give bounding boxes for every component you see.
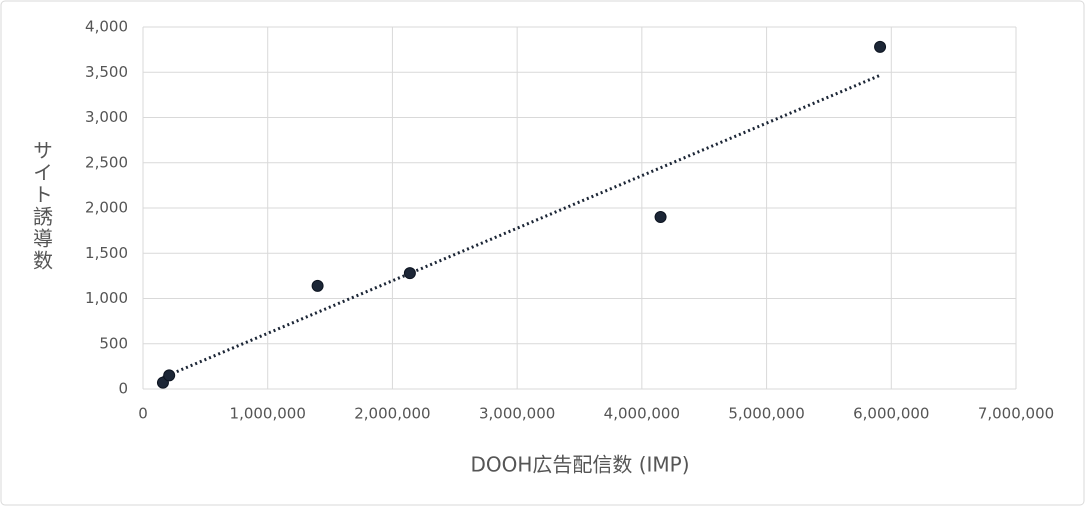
y-tick-label: 500 bbox=[99, 334, 128, 352]
y-tick-label: 1,000 bbox=[85, 289, 128, 307]
x-tick-label: 5,000,000 bbox=[728, 405, 804, 423]
y-tick-label: 2,000 bbox=[85, 199, 128, 217]
x-tick-label: 3,000,000 bbox=[479, 405, 555, 423]
y-tick-label: 4,000 bbox=[85, 18, 128, 36]
x-tick-label: 2,000,000 bbox=[354, 405, 430, 423]
point bbox=[403, 267, 416, 280]
y-tick-label: 3,500 bbox=[85, 63, 128, 81]
point bbox=[874, 40, 887, 53]
x-axis-title: DOOH広告配信数 (IMP) bbox=[470, 453, 689, 477]
y-tick-label: 3,000 bbox=[85, 108, 128, 126]
y-tick-label: 1,500 bbox=[85, 244, 128, 262]
x-tick-label: 0 bbox=[138, 405, 148, 423]
point bbox=[163, 369, 176, 382]
y-tick-label: 0 bbox=[118, 380, 128, 398]
point bbox=[311, 279, 324, 292]
x-tick-label: 1,000,000 bbox=[230, 405, 306, 423]
y-axis-title: サイト誘導数 bbox=[30, 140, 54, 272]
point bbox=[654, 211, 667, 224]
x-tick-label: 6,000,000 bbox=[853, 405, 929, 423]
x-tick-label: 4,000,000 bbox=[604, 405, 680, 423]
x-tick-label: 7,000,000 bbox=[978, 405, 1054, 423]
y-tick-label: 2,500 bbox=[85, 153, 128, 171]
